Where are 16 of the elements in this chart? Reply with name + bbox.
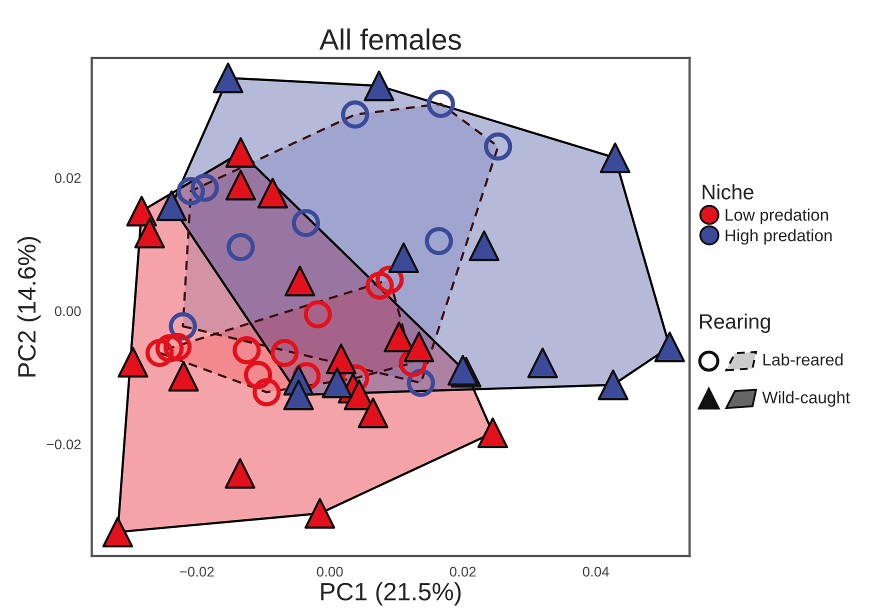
y-tick-label: −0.02 — [46, 439, 81, 450]
text: Lab-reared — [763, 353, 843, 366]
text: Wild-caught — [762, 391, 850, 407]
x-tick-label: 0.00 — [316, 566, 343, 577]
chart-title: All females — [319, 28, 461, 50]
x-tick-label: 0.04 — [582, 566, 609, 577]
y-tick-label: 0.00 — [54, 306, 81, 316]
x-axis-title: PC1 (21.5%) — [321, 582, 461, 606]
y-axis-title: PC2 (14.6%) — [17, 236, 41, 376]
x-tick-label: 0.02 — [450, 566, 476, 577]
y-tick-label: 0.02 — [54, 173, 81, 183]
x-tick-label: −0.02 — [180, 566, 214, 577]
legend-title: Niche — [702, 184, 754, 200]
legend-label: Low predation — [726, 208, 828, 224]
legend-label: High predation — [726, 229, 832, 245]
text: Rearing — [700, 314, 770, 334]
